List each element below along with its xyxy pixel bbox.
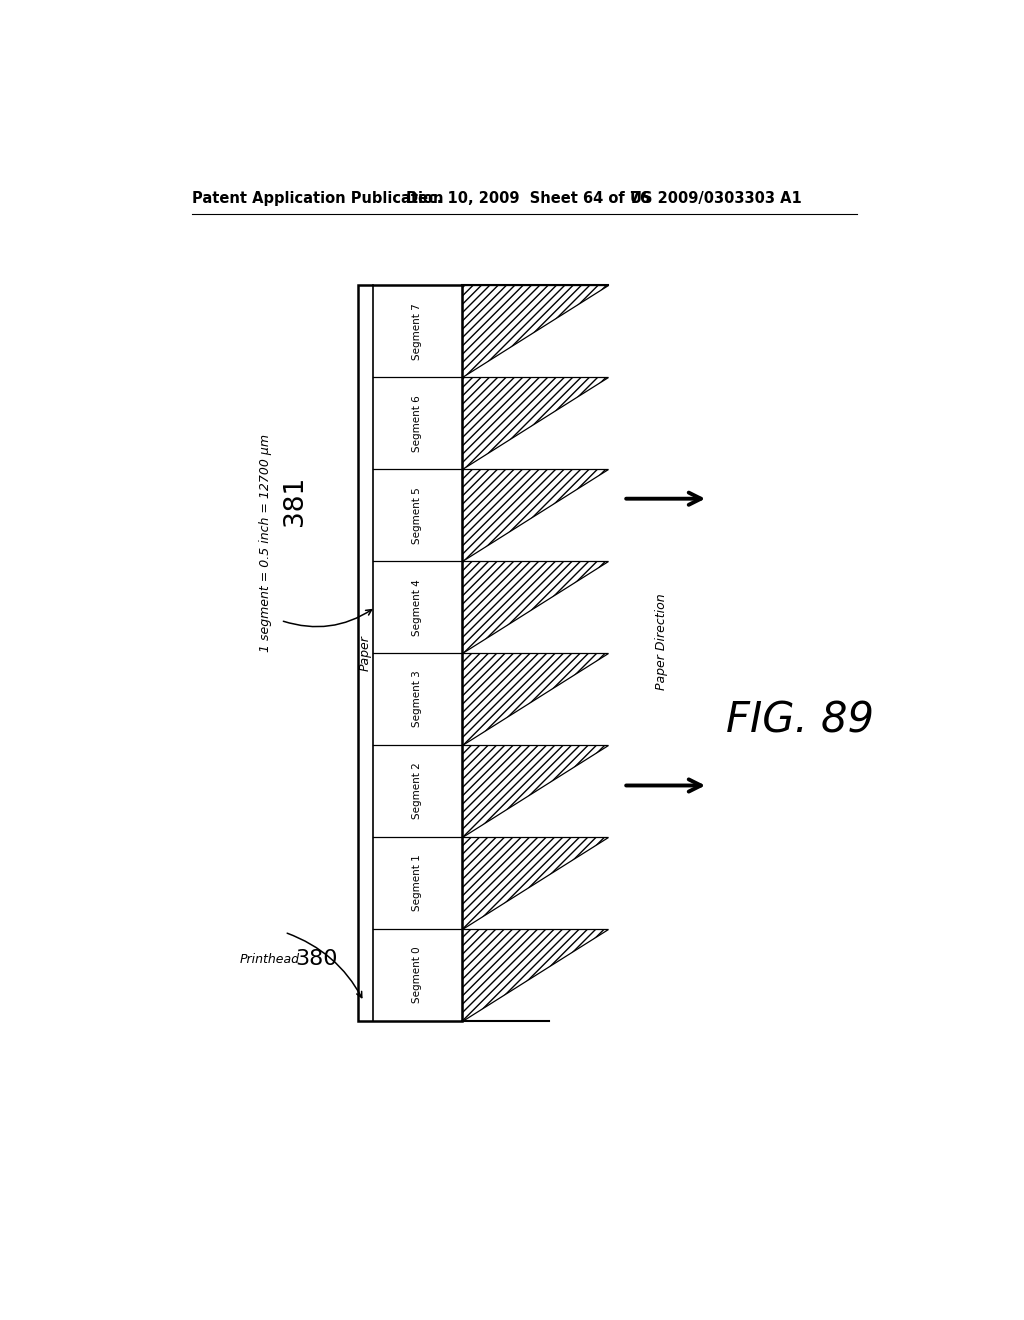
Text: Segment 4: Segment 4 <box>413 578 422 635</box>
Text: Segment 6: Segment 6 <box>413 395 422 451</box>
Text: Segment 5: Segment 5 <box>413 487 422 544</box>
Text: Segment 3: Segment 3 <box>413 671 422 727</box>
Text: Paper Direction: Paper Direction <box>655 594 669 690</box>
Text: Segment 7: Segment 7 <box>413 304 422 360</box>
Polygon shape <box>462 378 608 470</box>
Text: Patent Application Publication: Patent Application Publication <box>193 191 443 206</box>
Text: Segment 0: Segment 0 <box>413 946 422 1003</box>
Bar <box>357 285 462 1020</box>
Polygon shape <box>462 744 608 837</box>
Text: Dec. 10, 2009  Sheet 64 of 76: Dec. 10, 2009 Sheet 64 of 76 <box>407 191 650 206</box>
Polygon shape <box>462 285 608 378</box>
Polygon shape <box>462 929 608 1020</box>
Polygon shape <box>462 561 608 653</box>
Text: 381: 381 <box>282 477 307 527</box>
Text: US 2009/0303303 A1: US 2009/0303303 A1 <box>630 191 801 206</box>
Text: FIG. 89: FIG. 89 <box>726 700 874 742</box>
Text: Segment 2: Segment 2 <box>413 763 422 820</box>
Text: Printhead: Printhead <box>240 953 299 966</box>
Polygon shape <box>462 837 608 929</box>
Text: Segment 1: Segment 1 <box>413 854 422 911</box>
Text: Paper: Paper <box>358 635 372 671</box>
Polygon shape <box>462 653 608 744</box>
Text: 380: 380 <box>296 949 338 969</box>
Polygon shape <box>462 470 608 561</box>
Text: 1 segment = 0.5 inch = 12700 μm: 1 segment = 0.5 inch = 12700 μm <box>259 434 271 652</box>
